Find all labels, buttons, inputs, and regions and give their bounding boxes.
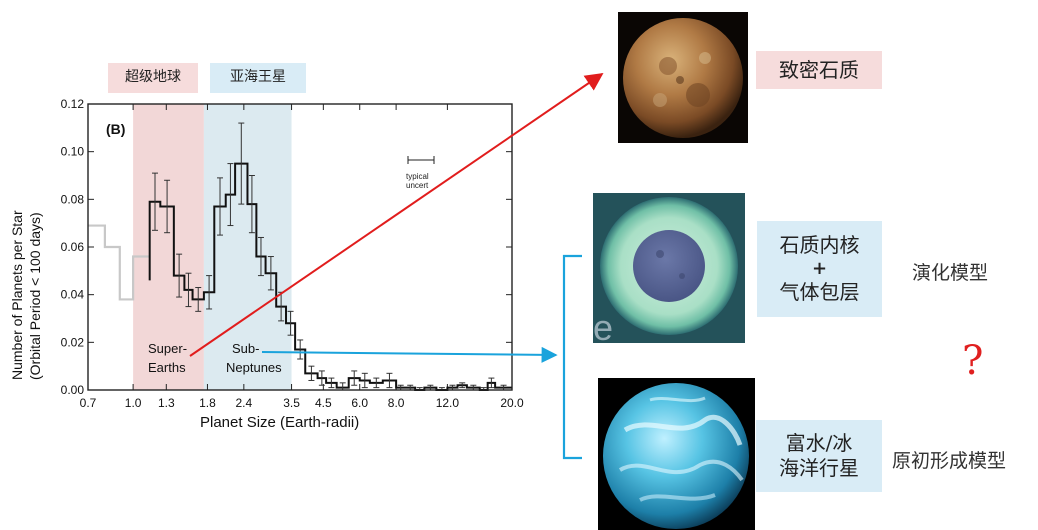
error-bar-2 — [176, 253, 183, 298]
panel-label: (B) — [106, 121, 125, 137]
x-tick-label-3: 1.8 — [199, 396, 216, 410]
error-bar-29 — [459, 382, 466, 389]
rocky-core-plus: + — [811, 257, 828, 279]
super-earths-label-line1: Super- — [148, 341, 187, 356]
error-bar-7 — [227, 163, 234, 227]
x-tick-label-0: 0.7 — [80, 396, 97, 410]
y-tick-label-3: 0.06 — [61, 240, 85, 254]
sub-neptunes-label-line1: Sub- — [232, 341, 259, 356]
error-bar-17 — [328, 377, 335, 389]
uncert-label: uncert — [406, 181, 429, 190]
typical-uncertainty-marker: typical uncert — [406, 156, 435, 190]
formation-model-label: 原初形成模型 — [892, 450, 1007, 472]
rocky-core-envelope-planet-image: e — [593, 193, 745, 348]
error-bar-32 — [488, 377, 495, 389]
error-bar-8 — [238, 122, 245, 205]
x-tick-label-9: 12.0 — [436, 396, 460, 410]
y-tick-label-2: 0.04 — [61, 288, 85, 302]
water-world-planet-image — [598, 378, 755, 530]
error-bar-11 — [267, 256, 274, 291]
error-bar-3 — [185, 272, 192, 308]
error-bar-15 — [308, 365, 315, 381]
typical-label: typical — [406, 172, 429, 181]
x-tick-label-8: 8.0 — [388, 396, 405, 410]
sub-neptune-band-label: 亚海王星 — [210, 63, 306, 93]
stray-letter: e — [593, 307, 613, 348]
x-tick-label-6: 4.5 — [315, 396, 332, 410]
error-bar-22 — [386, 372, 393, 389]
x-tick-label-7: 6.0 — [351, 396, 368, 410]
incomplete-series — [88, 224, 150, 301]
planet-size-histogram: 0.7 1.0 1.3 1.8 2.4 3.5 4.5 6.0 8.0 12.0 20.0 0.00 0… — [9, 97, 524, 431]
error-bar-5 — [206, 275, 213, 310]
question-mark: ? — [962, 338, 984, 384]
error-bar-21 — [373, 377, 380, 389]
error-bar-16 — [318, 370, 325, 386]
plot-frame — [87, 103, 513, 391]
error-bar-20 — [361, 372, 368, 389]
x-axis-label: Planet Size (Earth-radii) — [200, 414, 359, 431]
dense-rock-label: 致密石质 — [756, 51, 882, 89]
red-arrow-to-dense-rock — [189, 72, 604, 357]
error-bar-9 — [248, 175, 255, 234]
error-bar-0 — [152, 172, 159, 231]
water-world-line2: 海洋行星 — [779, 456, 859, 480]
error-bar-18 — [339, 382, 346, 391]
y-tick-label-4: 0.08 — [61, 192, 85, 206]
y-tick-label-0: 0.00 — [61, 383, 85, 397]
size-band-1 — [203, 104, 292, 390]
blue-arrow-to-models — [261, 346, 558, 363]
incomplete-series-line — [88, 224, 150, 301]
tick-labels: 0.7 1.0 1.3 1.8 2.4 3.5 4.5 6.0 8.0 12.0 20.0 0.00 0… — [61, 97, 524, 410]
dense-rocky-planet-image — [618, 12, 748, 143]
size-band-0 — [133, 104, 204, 390]
super-earth-band-label: 超级地球 — [108, 63, 198, 93]
water-world-label: 富水/冰 海洋行星 — [756, 420, 882, 492]
y-tick-label-5: 0.10 — [61, 145, 85, 159]
super-earths-label-line2: Earths — [148, 360, 186, 375]
error-bar-4 — [195, 287, 202, 312]
x-tick-label-10: 20.0 — [500, 396, 524, 410]
y-axis-label-line2: (Orbital Period < 100 days) — [27, 212, 43, 380]
rocky-core-line2: 气体包层 — [779, 280, 860, 305]
sub-neptunes-label-line2: Neptunes — [226, 360, 282, 375]
x-tick-label-2: 1.3 — [158, 396, 175, 410]
rocky-core-envelope-label: 石质内核 + 气体包层 — [757, 221, 882, 317]
y-tick-label-1: 0.02 — [61, 335, 85, 349]
x-tick-label-4: 2.4 — [235, 396, 252, 410]
rocky-core-line1: 石质内核 — [779, 232, 860, 257]
water-world-line1: 富水/冰 — [785, 431, 853, 455]
model-bracket — [562, 254, 582, 460]
error-bar-6 — [217, 177, 224, 236]
size-bands — [133, 104, 292, 390]
error-bar-1 — [164, 179, 171, 234]
x-tick-label-1: 1.0 — [125, 396, 142, 410]
error-bar-13 — [287, 310, 294, 336]
x-tick-label-5: 3.5 — [283, 396, 300, 410]
error-bar-19 — [351, 370, 358, 386]
evolution-model-label: 演化模型 — [912, 262, 989, 284]
y-tick-label-6: 0.12 — [61, 97, 85, 111]
error-bar-10 — [257, 236, 264, 277]
y-axis-label-line1: Number of Planets per Star — [9, 210, 25, 380]
error-bar-14 — [297, 339, 304, 360]
